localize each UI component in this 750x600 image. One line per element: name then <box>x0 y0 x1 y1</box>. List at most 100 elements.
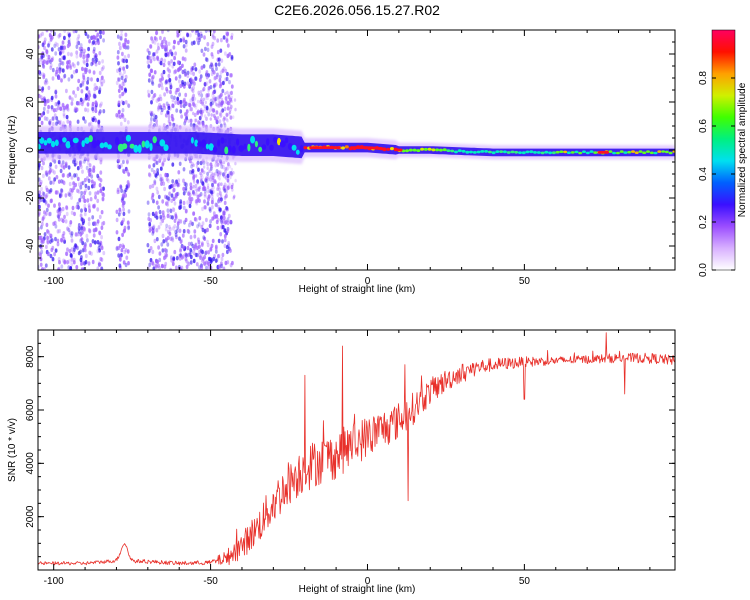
spectrogram-speckle <box>182 205 186 211</box>
spectrogram-peak <box>236 138 240 146</box>
spectrogram-peak <box>144 140 150 149</box>
spectrogram-speckle <box>85 86 89 91</box>
spectrogram-speckle <box>189 182 193 187</box>
spectrogram-speckle <box>38 251 42 256</box>
spectrogram-speckle <box>68 120 72 125</box>
spectrogram-speckle <box>212 185 215 190</box>
spectrogram-speckle <box>118 207 122 212</box>
spectrogram-speckle <box>179 201 182 206</box>
spectrogram-speckle <box>196 30 200 33</box>
spectrogram-speckle <box>40 186 43 192</box>
spectrogram-speckle <box>196 224 200 229</box>
spectrogram-speckle <box>209 64 212 69</box>
spectrogram-speckle <box>54 88 58 94</box>
spectrogram-speckle <box>63 214 66 220</box>
spectrogram-speckle <box>179 103 183 109</box>
spectrogram-peak <box>416 149 421 153</box>
spectrogram-peak <box>664 150 669 154</box>
spectrogram-speckle <box>231 188 234 192</box>
spectrogram-speckle <box>80 226 84 231</box>
spectrogram-speckle <box>41 63 45 68</box>
spectrogram-peak <box>627 150 632 154</box>
spectrogram-speckle <box>228 112 231 116</box>
spectrogram-speckle <box>179 219 183 224</box>
spectrogram-speckle <box>115 209 119 214</box>
spectrogram-speckle <box>215 169 219 174</box>
spectrogram-speckle <box>202 64 206 69</box>
spectrogram-speckle <box>151 81 155 86</box>
spectrogram-speckle <box>78 46 82 52</box>
spectrogram-speckle <box>49 119 52 124</box>
spectrogram-speckle <box>175 256 179 261</box>
spectrogram-speckle <box>87 261 91 266</box>
spectrogram-speckle <box>42 106 46 112</box>
spectrogram-speckle <box>193 229 197 234</box>
spectrogram-speckle <box>62 180 66 186</box>
spectrogram-speckle <box>192 71 196 77</box>
spectrogram-speckle <box>64 219 68 224</box>
spectrogram-speckle <box>210 174 213 178</box>
spectrogram-speckle <box>215 74 219 80</box>
spectrogram-speckle <box>201 206 204 212</box>
spectrogram-speckle <box>85 93 88 98</box>
spectrogram-peak-max <box>319 146 323 150</box>
spectrogram-speckle <box>124 74 128 80</box>
spectrogram-speckle <box>97 119 101 125</box>
spectrogram-speckle <box>99 79 103 84</box>
spectrogram-speckle <box>62 55 66 60</box>
spectrogram-speckle <box>222 160 226 165</box>
spectrogram-speckle <box>118 67 122 73</box>
spectrogram-speckle <box>234 161 237 166</box>
spectrogram-peak <box>563 150 568 154</box>
spectrogram-peak <box>84 137 90 144</box>
spectrogram-speckle <box>61 103 65 109</box>
spectrogram-speckle <box>58 32 62 38</box>
spectrogram-speckle <box>67 191 71 196</box>
spectrogram-speckle <box>189 170 192 175</box>
spectrogram-speckle <box>150 75 154 81</box>
spectrogram-speckle <box>151 260 155 266</box>
spectrogram-speckle <box>218 191 222 196</box>
spectrogram-speckle <box>96 221 99 226</box>
spectrogram-speckle <box>83 227 86 232</box>
spectrogram-speckle <box>212 256 216 262</box>
snr-y-tick-label: 4000 <box>25 452 36 475</box>
spectrogram-speckle <box>218 119 222 124</box>
spectrogram-speckle <box>178 79 181 84</box>
spectrogram-speckle <box>193 192 196 197</box>
spectrogram-speckle <box>83 245 86 250</box>
spectrogram-speckle <box>162 69 166 75</box>
spectrogram-speckle <box>96 266 100 270</box>
spectrogram-speckle <box>224 91 227 96</box>
spectrogram-speckle <box>206 162 210 167</box>
spectrogram-peak <box>631 150 635 153</box>
spectrogram-speckle <box>77 34 81 39</box>
spectrogram-speckle <box>188 196 192 201</box>
spectrogram-speckle <box>156 107 160 112</box>
spectrogram-speckle <box>155 49 159 54</box>
spectrogram-speckle <box>182 44 186 49</box>
spectrogram-speckle <box>43 80 47 85</box>
colorbar-tick-label: 0.8 <box>698 71 709 85</box>
spectrogram-speckle <box>48 170 51 175</box>
spectrogram-speckle <box>38 162 41 168</box>
spectrogram-speckle <box>200 173 203 177</box>
spectrogram-speckle <box>198 115 202 121</box>
spectrogram-speckle <box>98 89 101 95</box>
spectrogram-speckle <box>44 185 48 190</box>
spectrogram-speckle <box>155 160 159 165</box>
spectrogram-speckle <box>225 117 228 121</box>
spectrogram-speckle <box>56 242 60 247</box>
spectrogram-peak <box>646 150 650 153</box>
spectrogram-speckle <box>155 237 159 242</box>
spectrogram-speckle <box>38 177 41 182</box>
spectrogram-speckle <box>121 91 124 97</box>
spectrogram-speckle <box>192 211 196 216</box>
spectrogram-speckle <box>179 38 183 43</box>
spectrogram-speckle <box>57 267 60 270</box>
spectrogram-speckle <box>220 182 223 186</box>
spectrogram-speckle <box>159 173 162 179</box>
spectrogram-speckle <box>50 35 54 40</box>
spectrogram-speckle <box>190 78 193 83</box>
